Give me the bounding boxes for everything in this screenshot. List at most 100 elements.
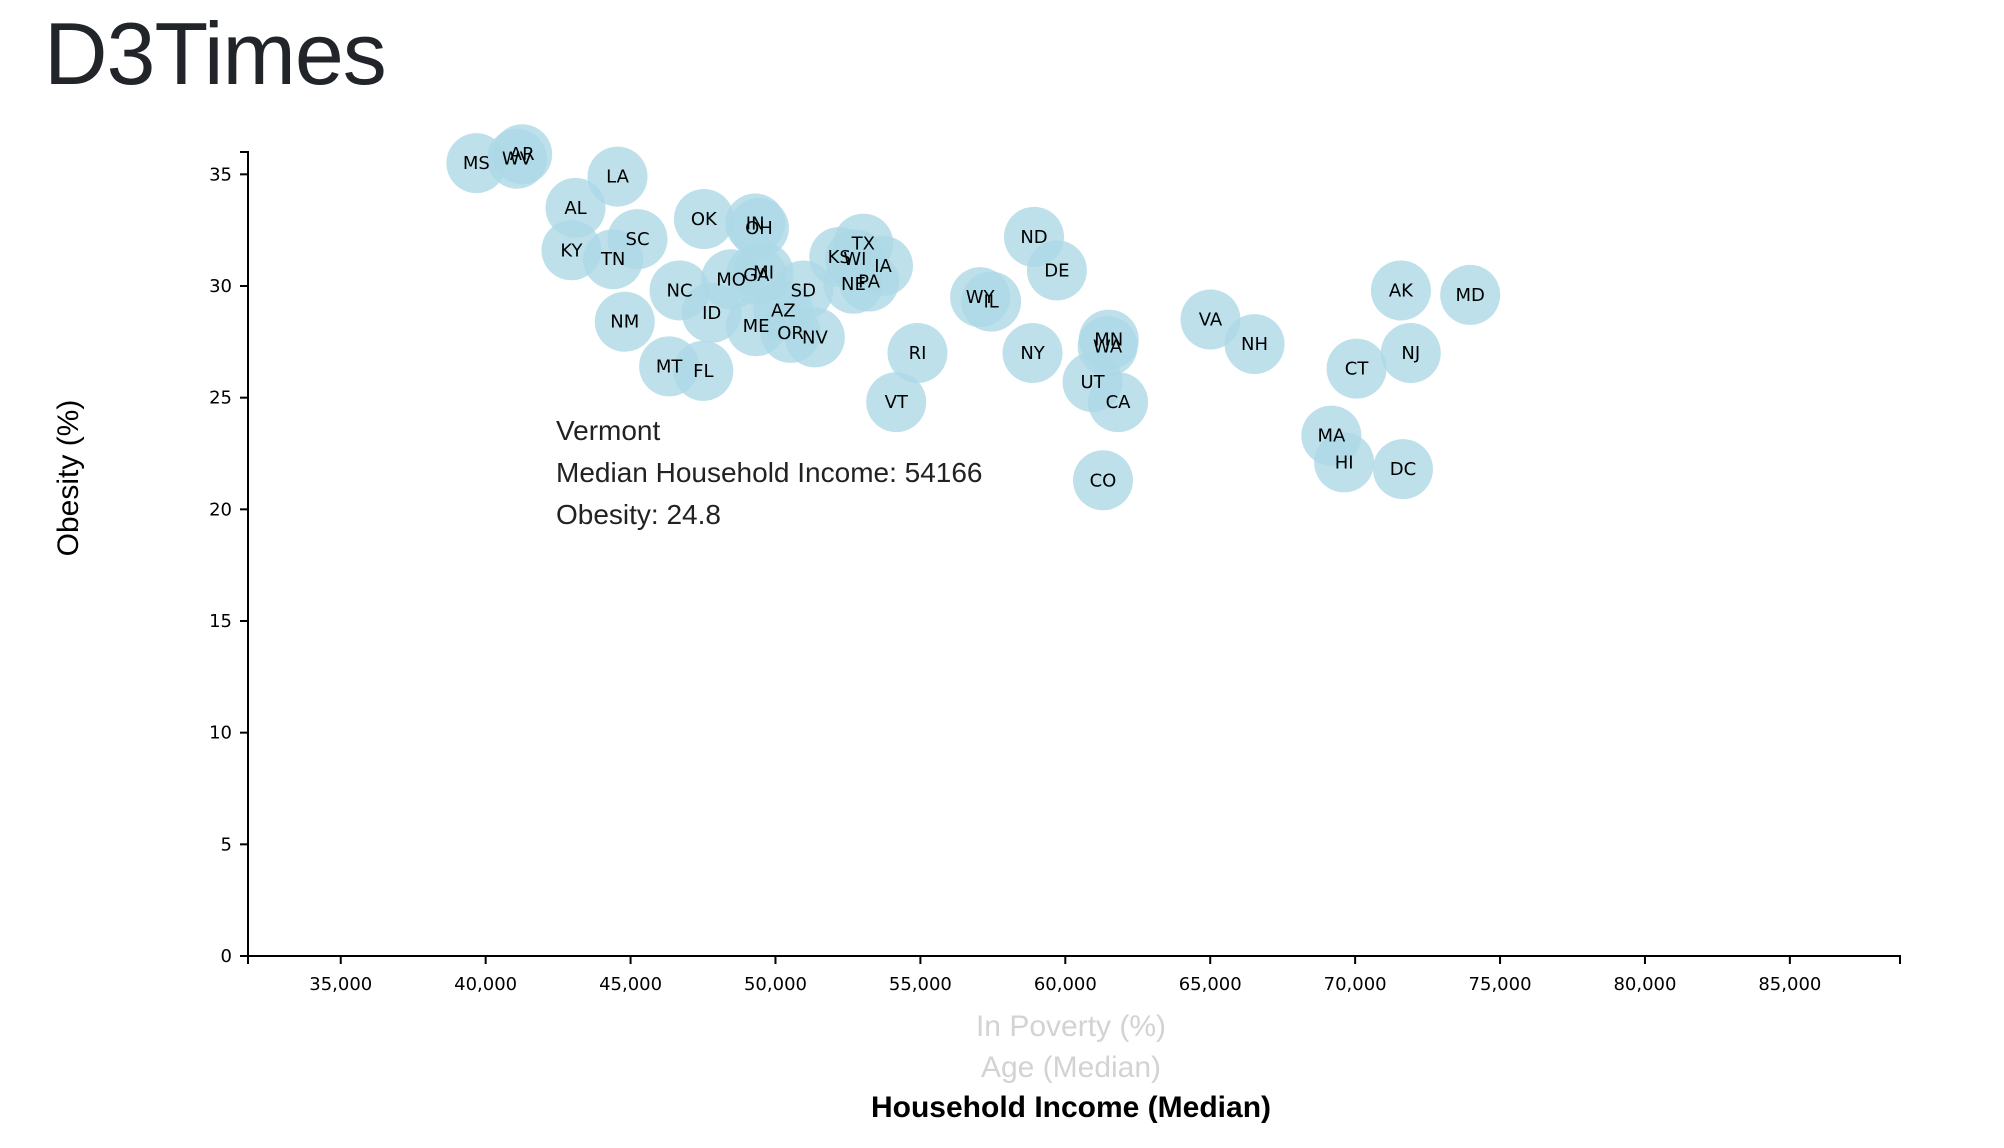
x-tick-label: 80,000 xyxy=(1613,974,1676,995)
state-marker-vt[interactable] xyxy=(866,372,927,433)
y-tick-label: 35 xyxy=(209,164,232,185)
state-label-nh: NH xyxy=(1241,334,1268,355)
state-label-wa: WA xyxy=(1093,336,1123,357)
state-marker-pa[interactable] xyxy=(839,251,900,312)
state-label-va: VA xyxy=(1199,310,1223,331)
x-axis-option-0[interactable]: In Poverty (%) xyxy=(976,1010,1166,1043)
x-tick-label: 75,000 xyxy=(1469,974,1532,995)
state-marker-nh[interactable] xyxy=(1224,314,1285,375)
state-label-ma: MA xyxy=(1317,426,1346,447)
state-marker-wa[interactable] xyxy=(1077,316,1138,377)
x-tick-label: 55,000 xyxy=(889,974,952,995)
state-label-id: ID xyxy=(702,303,721,324)
state-label-ut: UT xyxy=(1080,372,1105,393)
state-label-wy: WY xyxy=(966,287,996,308)
x-tick-label: 40,000 xyxy=(454,974,517,995)
state-marker-hi[interactable] xyxy=(1314,432,1375,493)
state-marker-fl[interactable] xyxy=(673,340,734,401)
state-marker-ca[interactable] xyxy=(1088,372,1149,433)
y-tick-label: 30 xyxy=(209,276,232,297)
state-label-il: IL xyxy=(983,292,998,313)
x-axis-option-2[interactable]: Household Income (Median) xyxy=(871,1091,1271,1124)
state-marker-de[interactable] xyxy=(1026,240,1087,301)
x-axis-option-1[interactable]: Age (Median) xyxy=(981,1051,1161,1084)
state-label-mt: MT xyxy=(656,356,684,377)
state-label-al: AL xyxy=(564,198,586,219)
state-marker-ok[interactable] xyxy=(673,189,734,249)
state-marker-il[interactable] xyxy=(961,271,1022,332)
state-marker-co[interactable] xyxy=(1072,450,1133,511)
state-label-ky: KY xyxy=(560,240,583,261)
state-marker-oh[interactable] xyxy=(728,197,789,258)
state-label-ct: CT xyxy=(1345,359,1370,380)
state-label-pa: PA xyxy=(858,272,881,293)
state-marker-la[interactable] xyxy=(587,146,648,207)
state-label-wv: WV xyxy=(502,149,533,170)
tooltip-title: Vermont xyxy=(556,415,660,446)
state-marker-nj[interactable] xyxy=(1380,323,1441,383)
y-axis: 0 5 10 15 20 25 30 35 xyxy=(209,151,249,967)
x-tick-label: 35,000 xyxy=(309,974,372,995)
state-label-mi: MI xyxy=(753,263,774,284)
state-label-ar: AR xyxy=(510,144,535,165)
state-label-ak: AK xyxy=(1389,280,1414,301)
state-label-nm: NM xyxy=(610,312,639,333)
state-marker-sc[interactable] xyxy=(607,209,668,270)
state-label-co: CO xyxy=(1090,470,1117,491)
x-tick-label: 60,000 xyxy=(1034,974,1097,995)
state-label-dc: DC xyxy=(1390,459,1416,480)
state-marker-md[interactable] xyxy=(1440,264,1501,325)
y-tick-label: 5 xyxy=(221,834,232,855)
state-label-hi: HI xyxy=(1335,452,1354,473)
state-marker-wv[interactable] xyxy=(486,128,547,189)
state-label-nc: NC xyxy=(667,280,693,301)
state-label-md: MD xyxy=(1455,285,1484,306)
state-label-sc: SC xyxy=(626,229,650,250)
tooltip: Vermont Median Household Income: 54166 Obe… xyxy=(556,415,983,530)
state-label-ms: MS xyxy=(463,153,490,174)
x-axis: 35,000 40,000 45,000 50,000 55,000 60,000 65,0… xyxy=(247,955,1901,995)
state-label-az: AZ xyxy=(771,301,796,322)
state-label-mn: MN xyxy=(1094,330,1123,351)
state-marker-nm[interactable] xyxy=(594,291,655,352)
state-marker-dc[interactable] xyxy=(1372,439,1433,500)
state-label-ny: NY xyxy=(1020,343,1045,364)
page-title: D3Times xyxy=(44,4,387,103)
x-tick-label: 50,000 xyxy=(744,974,807,995)
y-axis-line xyxy=(240,151,249,957)
state-label-nd: ND xyxy=(1020,227,1047,248)
x-tick-label: 70,000 xyxy=(1324,974,1387,995)
state-label-ga: GA xyxy=(743,265,770,286)
state-label-la: LA xyxy=(606,167,629,188)
axis-labels: In Poverty (%) Age (Median) Household Inco… xyxy=(52,400,1271,1124)
state-label-oh: OH xyxy=(745,218,773,239)
state-label-ia: IA xyxy=(874,256,892,277)
state-marker-ny[interactable] xyxy=(1002,323,1063,383)
state-marker-nv[interactable] xyxy=(784,307,845,368)
state-label-nv: NV xyxy=(802,327,828,348)
state-label-vt: VT xyxy=(885,392,909,413)
x-tick-label: 45,000 xyxy=(599,974,662,995)
state-label-me: ME xyxy=(743,316,770,337)
y-tick-label: 15 xyxy=(209,611,232,632)
state-marker-va[interactable] xyxy=(1180,289,1241,350)
state-label-ca: CA xyxy=(1106,392,1132,413)
state-label-ri: RI xyxy=(909,343,927,364)
state-label-in: IN xyxy=(746,213,765,234)
tooltip-line: Obesity: 24.8 xyxy=(556,499,721,530)
state-marker-ct[interactable] xyxy=(1326,338,1387,399)
x-axis-line xyxy=(247,955,1901,964)
y-tick-label: 10 xyxy=(209,723,232,744)
tooltip-line: Median Household Income: 54166 xyxy=(556,457,983,488)
y-tick-label: 0 xyxy=(221,946,232,967)
state-label-ok: OK xyxy=(691,209,718,230)
state-marker-ak[interactable] xyxy=(1370,260,1431,321)
y-axis-label[interactable]: Obesity (%) xyxy=(52,400,85,557)
state-label-or: OR xyxy=(777,323,804,344)
state-marker-ri[interactable] xyxy=(887,323,948,383)
state-label-de: DE xyxy=(1044,260,1069,281)
y-tick-label: 25 xyxy=(209,388,232,409)
state-label-sd: SD xyxy=(791,280,816,301)
x-tick-label: 85,000 xyxy=(1758,974,1821,995)
